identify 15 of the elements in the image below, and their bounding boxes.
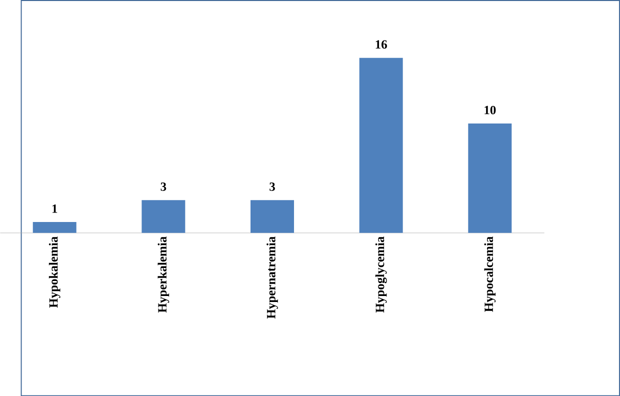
data-label: 3 [270, 182, 275, 191]
x-tick-label: Hypocalcemia [484, 236, 496, 312]
x-tick-label: Hypokalemia [48, 236, 60, 308]
x-tick-label: Hyperkalemia [158, 236, 170, 312]
bar [32, 222, 76, 233]
x-tick-label: Hypernatremia [266, 236, 278, 318]
data-label: 1 [52, 204, 58, 213]
data-label: 16 [376, 40, 387, 49]
bar [468, 123, 512, 233]
bar [142, 200, 186, 233]
x-tick-label: Hypoglycemia [375, 236, 387, 312]
bar [359, 58, 403, 233]
bar [250, 200, 294, 233]
data-label: 3 [160, 182, 166, 191]
data-label: 10 [484, 106, 496, 114]
